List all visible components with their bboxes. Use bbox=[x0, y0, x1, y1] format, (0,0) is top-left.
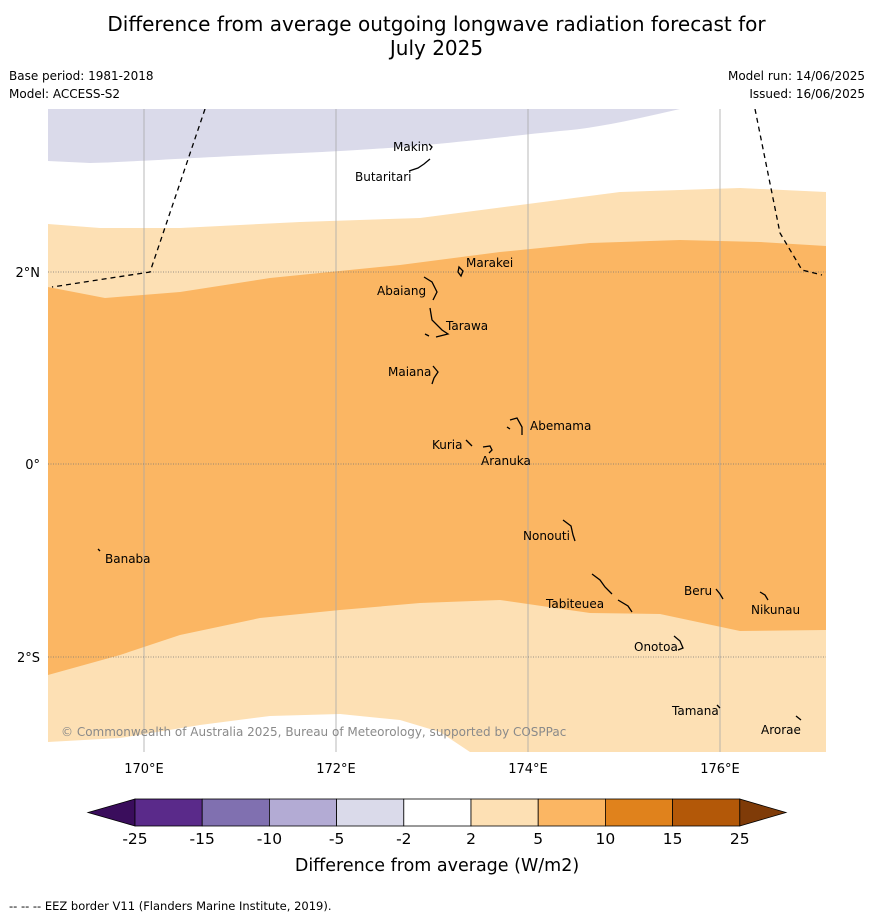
beru-island bbox=[715, 588, 724, 600]
banaba-island bbox=[97, 548, 101, 552]
colorbar-cell bbox=[537, 798, 606, 827]
meta-right: Model run: 14/06/2025 Issued: 16/06/2025 bbox=[728, 67, 865, 103]
place-label-maiana: Maiana bbox=[388, 365, 431, 379]
nonouti-island bbox=[562, 519, 576, 542]
colorbar-cell bbox=[201, 798, 270, 827]
model-name: Model: ACCESS-S2 bbox=[9, 87, 121, 101]
colorbar-cell bbox=[470, 798, 539, 827]
kuria-island bbox=[465, 439, 473, 447]
tarawa-island bbox=[424, 307, 450, 338]
lon-label-174e: 174°E bbox=[508, 762, 548, 777]
arorae-island bbox=[795, 715, 802, 721]
issued-date: Issued: 16/06/2025 bbox=[749, 87, 865, 101]
colorbar-cell bbox=[605, 798, 674, 827]
place-label-abaiang: Abaiang bbox=[377, 284, 426, 298]
place-label-banaba: Banaba bbox=[105, 552, 151, 566]
colorbar-cell bbox=[672, 798, 741, 827]
colorbar-cell bbox=[403, 798, 472, 827]
base-period: Base period: 1981-2018 bbox=[9, 69, 154, 83]
place-label-nonouti: Nonouti bbox=[523, 529, 570, 543]
colorbar-tick-label: -10 bbox=[257, 830, 282, 848]
colorbar-tick-label: 25 bbox=[730, 830, 750, 848]
colorbar-cell bbox=[336, 798, 405, 827]
model-run: Model run: 14/06/2025 bbox=[727, 69, 865, 83]
place-label-tarawa: Tarawa bbox=[445, 319, 488, 333]
nikunau-island bbox=[759, 591, 769, 601]
lon-label-170e: 170°E bbox=[124, 762, 164, 777]
tamana-island bbox=[716, 704, 721, 709]
lon-label-176e: 176°E bbox=[700, 762, 740, 777]
island-outlines bbox=[97, 143, 802, 721]
place-label-arorae: Arorae bbox=[761, 723, 801, 737]
meta-left: Base period: 1981-2018 Model: ACCESS-S2 bbox=[9, 67, 154, 103]
title-line-1: Difference from average outgoing longwav… bbox=[107, 12, 766, 36]
eez-footnote: -- -- -- EEZ border V11 (Flanders Marine… bbox=[9, 899, 332, 913]
place-label-marakei: Marakei bbox=[466, 256, 513, 270]
colorbar-tick-label: 10 bbox=[596, 830, 616, 848]
place-label-tabiteuea: Tabiteuea bbox=[545, 597, 604, 611]
colorbar-tick-label: 15 bbox=[663, 830, 683, 848]
map-title: Difference from average outgoing longwav… bbox=[0, 12, 873, 60]
lat-label-2s: 2°S bbox=[17, 651, 40, 666]
place-label-nikunau: Nikunau bbox=[751, 603, 800, 617]
colorbar-label: Difference from average (W/m2) bbox=[295, 856, 579, 876]
tabiteuea-island bbox=[591, 573, 633, 613]
colorbar-extend-low bbox=[86, 798, 136, 827]
lat-label-0: 0° bbox=[25, 458, 40, 473]
copyright-notice: © Commonwealth of Australia 2025, Bureau… bbox=[61, 725, 566, 739]
colorbar-tick-label: -25 bbox=[122, 830, 147, 848]
eez-border bbox=[51, 109, 823, 288]
place-label-kuria: Kuria bbox=[432, 438, 463, 452]
place-label-tamana: Tamana bbox=[671, 704, 719, 718]
colorbar: -25 -15 -10 -5 -2 2 5 10 15 25 Difference from av… bbox=[86, 798, 788, 876]
abaiang-island bbox=[423, 276, 438, 301]
colorbar-cell bbox=[268, 798, 337, 827]
butaritari-island bbox=[408, 158, 431, 172]
colorbar-tick-label: 5 bbox=[533, 830, 543, 848]
place-label-makin: Makin bbox=[393, 140, 429, 154]
marakei-island bbox=[457, 265, 464, 278]
colorbar-cell bbox=[134, 798, 203, 827]
aranuka-island bbox=[482, 445, 493, 454]
colorbar-tick-label: -5 bbox=[329, 830, 344, 848]
contour-band-5-10 bbox=[48, 240, 826, 675]
colorbar-extend-high bbox=[739, 798, 788, 827]
place-label-abemama: Abemama bbox=[530, 419, 591, 433]
makin-island bbox=[428, 143, 433, 151]
place-label-beru: Beru bbox=[684, 584, 712, 598]
maiana-island bbox=[431, 365, 439, 385]
place-label-onotoa: Onotoa bbox=[634, 640, 678, 654]
colorbar-tick-label: 2 bbox=[466, 830, 476, 848]
lon-label-172e: 172°E bbox=[316, 762, 356, 777]
colorbar-tick-label: -15 bbox=[190, 830, 215, 848]
onotoa-island bbox=[673, 635, 684, 651]
map-area: Makin Butaritari Marakei Abaiang Tarawa … bbox=[48, 109, 826, 752]
place-label-aranuka: Aranuka bbox=[481, 454, 531, 468]
colorbar-tick-label: -2 bbox=[396, 830, 411, 848]
contour-band-minus5-minus2 bbox=[48, 109, 680, 163]
parallels bbox=[48, 271, 826, 658]
lat-label-2n: 2°N bbox=[16, 266, 41, 281]
place-label-butaritari: Butaritari bbox=[355, 170, 412, 184]
abemama-island bbox=[506, 417, 523, 435]
meridians bbox=[143, 109, 721, 752]
title-line-2: July 2025 bbox=[389, 36, 484, 60]
